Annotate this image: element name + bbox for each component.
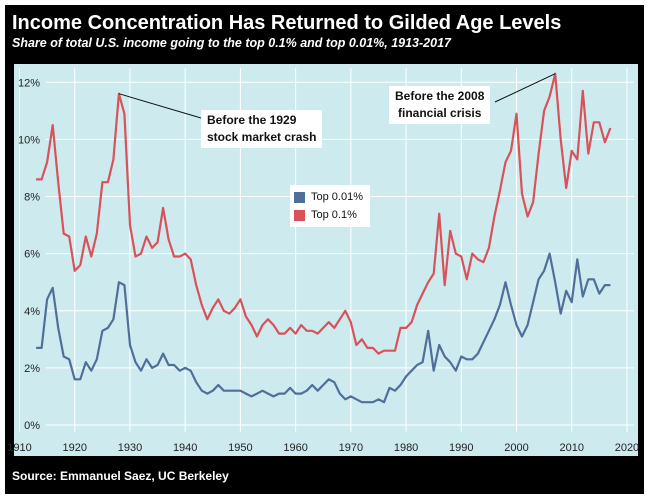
x-tick-label: 1960 — [283, 442, 307, 454]
x-tick-label: 1920 — [63, 442, 87, 454]
annotation-1929-line-1: Before the 1929 — [207, 113, 297, 127]
legend-label-top-0-1: Top 0.1% — [311, 209, 357, 221]
y-tick-label: 12% — [18, 77, 40, 89]
x-tick-label: 1990 — [449, 442, 473, 454]
legend: Top 0.01% Top 0.1% — [290, 185, 370, 227]
leader-line-1929 — [118, 93, 202, 119]
x-tick-label: 1980 — [394, 442, 418, 454]
y-tick-label: 2% — [24, 363, 40, 375]
legend-label-top-0-01: Top 0.01% — [311, 191, 363, 203]
annotation-2008-crisis: Before the 2008 financial crisis — [389, 86, 491, 124]
x-tick-label: 2020 — [615, 442, 639, 454]
y-tick-label: 8% — [24, 192, 40, 204]
x-tick-label: 1910 — [7, 442, 31, 454]
annotation-1929-line-2: stock market crash — [207, 130, 317, 144]
x-tick-label: 2000 — [504, 442, 528, 454]
x-tick-label: 1970 — [339, 442, 363, 454]
series-lines — [36, 72, 612, 404]
x-tick-label: 1930 — [118, 442, 142, 454]
legend-item-top-0-01: Top 0.01% — [294, 190, 363, 204]
y-tick-label: 0% — [24, 420, 40, 432]
leader-line-2008 — [494, 73, 556, 103]
header-bar — [5, 5, 644, 61]
x-tick-label: 2010 — [559, 442, 583, 454]
x-tick-label: 1940 — [173, 442, 197, 454]
footer-bar — [5, 461, 644, 494]
callout-leader-lines — [118, 73, 556, 119]
source-credit: Source: Emmanuel Saez, UC Berkeley — [12, 469, 229, 483]
annotation-2008-line-1: Before the 2008 — [395, 89, 485, 103]
series-line-top-0-1 — [36, 72, 612, 355]
x-tick-label: 1950 — [228, 442, 252, 454]
annotation-1929-crash: Before the 1929 stock market crash — [201, 110, 323, 148]
series-line-top-0-01 — [36, 252, 611, 404]
legend-swatch-top-0-01 — [294, 191, 305, 203]
y-tick-label: 4% — [24, 306, 40, 318]
chart-title: Income Concentration Has Returned to Gil… — [12, 12, 562, 34]
legend-item-top-0-1: Top 0.1% — [294, 208, 357, 222]
plot-area — [14, 64, 638, 456]
y-tick-label: 10% — [18, 134, 40, 146]
chart-subtitle: Share of total U.S. income going to the … — [12, 36, 451, 50]
y-tick-label: 6% — [24, 249, 40, 261]
annotation-2008-line-2: financial crisis — [398, 106, 482, 120]
legend-swatch-top-0-1 — [294, 209, 305, 221]
x-axis-ticks: 1910 1920 1930 1940 1950 1960 1970 1980 1990 2000… — [7, 442, 639, 454]
y-axis-ticks: 0% 2% 4% 6% 8% 10% 12% — [18, 77, 40, 432]
